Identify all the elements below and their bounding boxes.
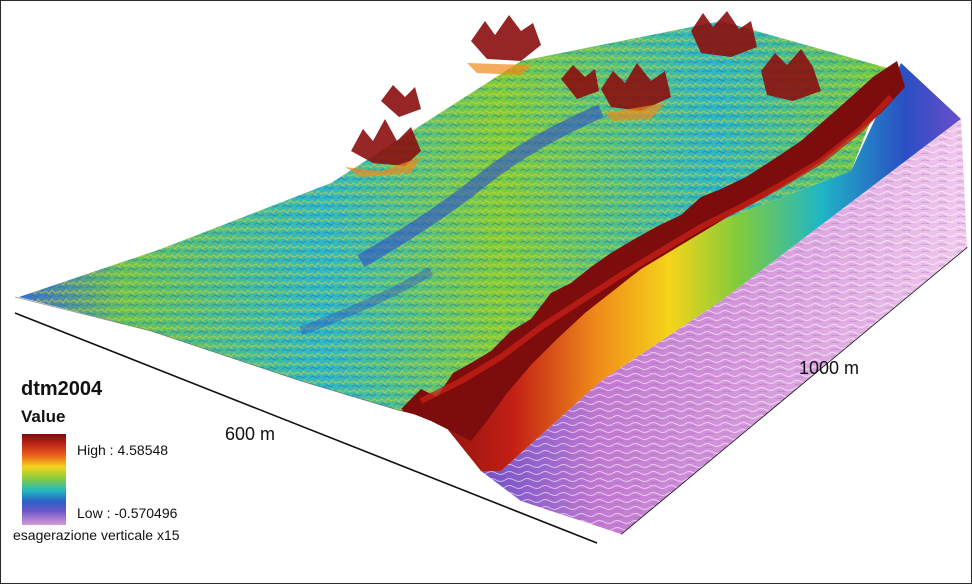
legend-value-heading: Value (21, 407, 66, 426)
block-edge-front (14, 312, 598, 544)
ridge-crest (401, 61, 905, 441)
legend-color-ramp (22, 434, 66, 525)
length-dimension-label: 1000 m (799, 358, 860, 378)
legend-high-label: High : 4.58548 (77, 442, 169, 458)
legend-title: dtm2004 (21, 378, 103, 400)
relief-patches (351, 11, 821, 166)
width-dimension-label: 600 m (225, 424, 276, 444)
legend-low-label: Low : -0.570496 (77, 505, 178, 521)
ridge-band (401, 63, 961, 471)
channel (357, 104, 604, 268)
vertical-exaggeration-note: esagerazione verticale x15 (13, 527, 180, 543)
